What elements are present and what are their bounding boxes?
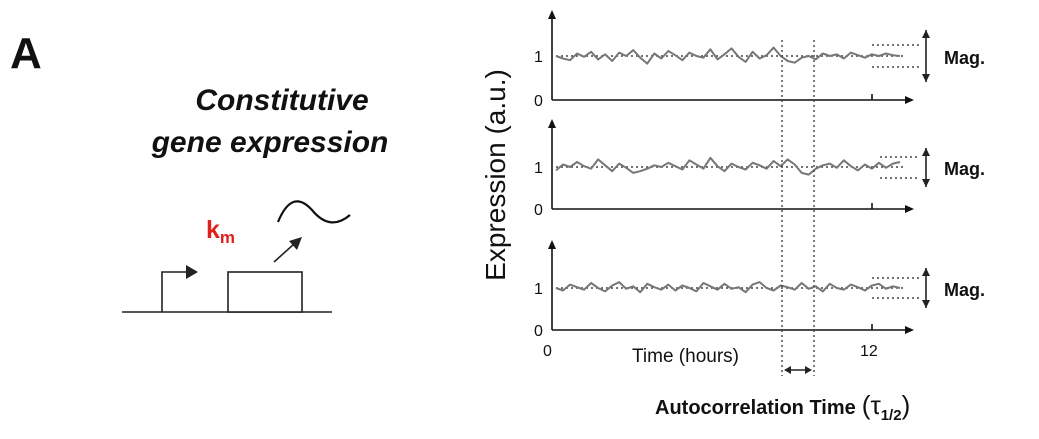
title-line-2: gene expression (151, 126, 389, 159)
y-axis-label: Expression (a.u.) (480, 69, 511, 281)
transcription-arrowhead (289, 237, 302, 250)
expression-trace-1 (555, 46, 901, 65)
magnitude-label-3: Mag. (944, 280, 985, 300)
rate-label-main: k (206, 216, 220, 244)
y-axis-arrowhead-2 (548, 119, 556, 128)
mrna-wave-icon (276, 200, 351, 224)
magnitude-label-2: Mag. (944, 159, 985, 179)
y-axis-arrowhead-1 (548, 10, 556, 19)
trace-panel-1: 0 1 Mag. (534, 10, 985, 110)
trace-panel-2: 0 1 Mag. (534, 119, 985, 219)
promoter-arrow-stem (161, 271, 188, 312)
autocorrelation-symbol: (τ (862, 390, 882, 420)
promoter-arrowhead (186, 265, 198, 279)
expression-trace-3 (555, 281, 901, 294)
trace-panel-3: 0 1 Mag. (534, 240, 985, 340)
autocorrelation-close: ) (902, 390, 911, 420)
x-tick-0: 0 (543, 343, 552, 360)
x-axis-arrowhead-2 (905, 205, 914, 213)
gene-box (227, 271, 303, 313)
x-tick-12: 12 (860, 343, 878, 360)
magnitude-label-1: Mag. (944, 48, 985, 68)
transcription-arrow (273, 243, 295, 263)
mag-arrow-up-2 (922, 148, 930, 156)
trace-panels: 0 1 Mag. 0 1 Mag. (534, 10, 985, 340)
mag-arrow-down-3 (922, 300, 930, 308)
y-tick-1-1: 1 (534, 49, 543, 66)
autocorrelation-text: Autocorrelation Time (655, 397, 856, 419)
rate-label-subscript: m (220, 228, 235, 247)
y-tick-1-2: 1 (534, 160, 543, 177)
x-axis-label: Time (hours) (632, 346, 739, 367)
y-tick-1-3: 1 (534, 281, 543, 298)
mag-arrow-up-3 (922, 268, 930, 276)
mag-arrow-down-1 (922, 74, 930, 82)
title-line-1: Constitutive (195, 84, 368, 117)
autocorr-arrowhead-right (805, 366, 812, 374)
x-axis-arrowhead-1 (905, 96, 914, 104)
autocorrelation-label: Autocorrelation Time (τ1/2) (655, 390, 910, 424)
rate-label: km (206, 216, 235, 247)
y-tick-0-3: 0 (534, 323, 543, 340)
y-tick-0-2: 0 (534, 202, 543, 219)
mag-arrow-down-2 (922, 179, 930, 187)
x-axis-arrowhead-3 (905, 326, 914, 334)
gene-schematic: km (122, 200, 351, 313)
autocorr-arrowhead-left (784, 366, 791, 374)
y-tick-0-1: 0 (534, 93, 543, 110)
autocorrelation-subscript: 1/2 (881, 407, 902, 424)
panel-label: A (10, 29, 42, 78)
y-axis-arrowhead-3 (548, 240, 556, 249)
expression-trace-2 (555, 156, 901, 176)
mag-arrow-up-1 (922, 30, 930, 38)
